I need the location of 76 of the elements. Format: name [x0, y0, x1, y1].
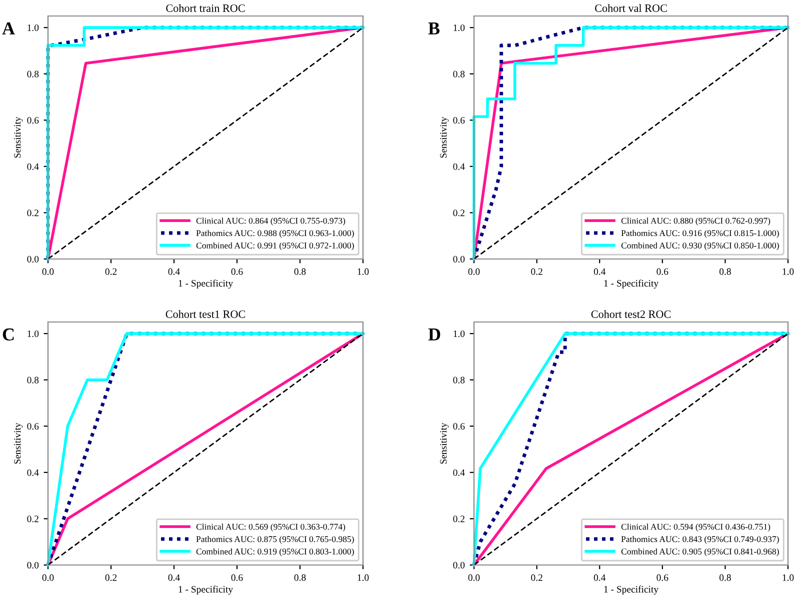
y-tick-label: 0.2: [453, 210, 464, 216]
text: B: [428, 22, 440, 34]
x-tick-label: 0.0: [468, 268, 480, 275]
legend-label: Combined AUC: 0.919 (95%CI 0.803-1.000): [196, 548, 354, 556]
y-tick-label: 0.8: [453, 70, 465, 78]
y-tick-label: 0.4: [27, 163, 39, 170]
chart-title: Cohort test2 ROC: [591, 310, 671, 318]
x-tick-label: 1.0: [358, 268, 369, 275]
legend-label: Clinical AUC: 0.594 (95%CI 0.436-0.751): [621, 524, 770, 532]
x-tick-label: 0.6: [231, 574, 243, 581]
x-axis-title: 1 - Specificity: [178, 586, 233, 595]
legend-label: Clinical AUC: 0.880 (95%CI 0.762-0.997): [621, 218, 770, 226]
y-tick-label: 0.2: [453, 516, 464, 522]
y-tick-label: 1.0: [454, 24, 465, 32]
y-tick-label: 0.6: [453, 423, 465, 430]
x-tick-label: 0.2: [531, 268, 542, 275]
y-tick-label: 1.0: [28, 24, 39, 32]
y-tick-label: 0.6: [27, 423, 39, 430]
x-tick-label: 0.2: [105, 268, 117, 275]
x-axis-title: 1 - Specificity: [604, 280, 658, 289]
y-tick-label: 0.2: [27, 210, 38, 216]
x-tick-label: 0.0: [468, 574, 480, 581]
x-axis-title: 1 - Specificity: [178, 280, 233, 289]
x-tick-label: 0.0: [42, 574, 54, 581]
legend-label: Pathomics AUC: 0.843 (95%CI 0.749-0.937): [621, 536, 779, 544]
x-tick-label: 0.4: [168, 268, 180, 275]
legend-label: Pathomics AUC: 0.875 (95%CI 0.765-0.985): [196, 536, 354, 544]
x-tick-label: 0.8: [719, 268, 731, 275]
y-tick-label: 1.0: [28, 330, 39, 338]
y-tick-label: 1.0: [454, 330, 465, 338]
x-tick-label: 0.0: [42, 268, 54, 275]
y-axis-title: Sensitivity: [14, 422, 23, 464]
legend-label: Clinical AUC: 0.864 (95%CI 0.755-0.973): [196, 218, 346, 226]
y-tick-label: 0.4: [453, 163, 465, 170]
y-tick-label: 0.0: [453, 256, 465, 263]
text: D: [428, 328, 440, 340]
chart-title: Cohort val ROC: [595, 4, 667, 12]
x-tick-label: 0.2: [531, 574, 542, 581]
y-tick-label: 0.6: [27, 117, 39, 124]
x-tick-label: 0.2: [105, 574, 117, 581]
x-tick-label: 0.8: [719, 574, 731, 581]
chart-title: Cohort test1 ROC: [166, 310, 246, 318]
x-axis-title: 1 - Specificity: [604, 586, 658, 595]
y-axis-title: Sensitivity: [440, 422, 449, 464]
legend-label: Pathomics AUC: 0.988 (95%CI 0.963-1.000): [196, 230, 354, 238]
y-tick-label: 0.0: [27, 256, 39, 263]
y-tick-label: 0.4: [453, 469, 465, 476]
legend-label: Clinical AUC: 0.569 (95%CI 0.363-0.774): [196, 524, 346, 532]
x-tick-label: 0.6: [656, 574, 668, 581]
x-tick-label: 0.6: [231, 268, 243, 275]
y-tick-label: 0.8: [27, 70, 39, 78]
y-axis-title: Sensitivity: [440, 116, 449, 158]
legend-label: Combined AUC: 0.930 (95%CI 0.850-1.000): [621, 242, 779, 250]
y-tick-label: 0.8: [27, 376, 39, 384]
x-tick-label: 0.4: [168, 574, 180, 581]
x-tick-label: 0.8: [294, 268, 306, 275]
x-tick-label: 0.6: [656, 268, 668, 275]
x-tick-label: 1.0: [358, 574, 369, 581]
x-tick-label: 0.4: [594, 574, 606, 581]
text: A: [2, 22, 15, 34]
legend-label: Combined AUC: 0.905 (95%CI 0.841-0.968): [621, 548, 779, 556]
y-axis-title: Sensitivity: [14, 116, 23, 158]
chart-title: Cohort train ROC: [166, 4, 245, 12]
y-tick-label: 0.0: [453, 562, 465, 569]
x-tick-label: 0.8: [294, 574, 306, 581]
x-tick-label: 0.4: [594, 268, 606, 275]
y-tick-label: 0.4: [27, 469, 39, 476]
x-tick-label: 1.0: [782, 268, 794, 275]
y-tick-label: 0.0: [27, 562, 39, 569]
x-tick-label: 1.0: [782, 574, 794, 581]
y-tick-label: 0.8: [453, 376, 465, 384]
legend-label: Pathomics AUC: 0.916 (95%CI 0.815-1.000): [621, 230, 779, 238]
y-tick-label: 0.6: [453, 117, 465, 124]
legend-label: Combined AUC: 0.991 (95%CI 0.972-1.000): [196, 242, 354, 250]
y-tick-label: 0.2: [27, 516, 38, 522]
text: C: [2, 328, 14, 341]
